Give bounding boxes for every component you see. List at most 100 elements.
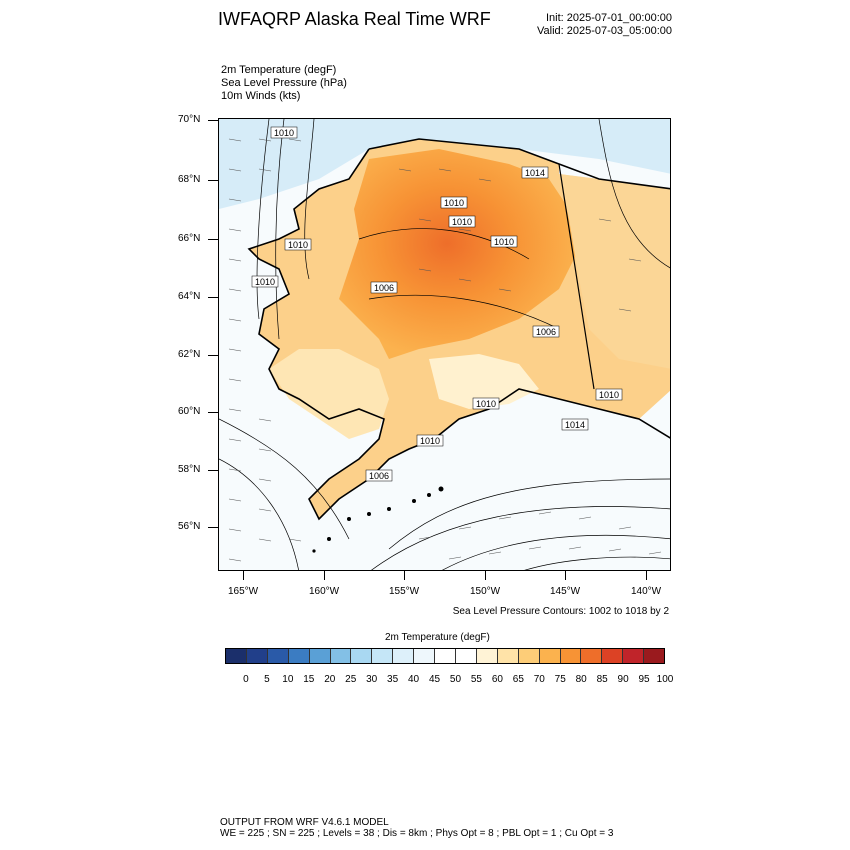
- colorbar-swatch: [602, 649, 624, 663]
- field-pressure: Sea Level Pressure (hPa): [221, 77, 347, 89]
- lon-label-150: 150°W: [470, 586, 501, 597]
- colorbar-swatch: [288, 649, 310, 663]
- colorbar-tick-label: 55: [470, 674, 482, 685]
- lon-label-160: 160°W: [309, 586, 340, 597]
- colorbar-tick-label: 50: [449, 674, 462, 685]
- contour-label-box: [370, 281, 398, 294]
- contour-label-box: [561, 418, 589, 431]
- colorbar-tick-label: 25: [345, 674, 357, 685]
- contour-label: 1006: [374, 283, 394, 293]
- contour-label-box: [521, 166, 549, 179]
- contour-label: 1010: [444, 198, 464, 208]
- colorbar-swatch: [372, 649, 394, 663]
- lat-tick: [208, 355, 218, 356]
- colorbar-tick-label: 35: [387, 674, 399, 685]
- lat-label-66: 66°N: [178, 233, 201, 244]
- lat-label-62: 62°N: [178, 349, 201, 360]
- contour-label-box: [416, 434, 444, 447]
- colorbar-tick-label: 90: [617, 674, 629, 685]
- colorbar-tick-label: 10: [282, 674, 294, 685]
- lat-tick: [208, 412, 218, 413]
- lat-tick: [208, 239, 218, 240]
- lat-tick: [208, 470, 218, 471]
- colorbar-tick-label: 65: [512, 674, 524, 685]
- lon-tick: [485, 571, 486, 580]
- colorbar-swatch: [246, 649, 268, 663]
- colorbar-tick-label: 95: [638, 674, 650, 685]
- colorbar-swatch: [435, 649, 456, 663]
- colorbar-swatch: [267, 649, 289, 663]
- colorbar-tick-label: 30: [366, 674, 378, 685]
- lon-tick: [565, 571, 566, 580]
- init-time: Init: 2025-07-01_00:00:00: [546, 12, 672, 24]
- colorbar-tick-label: 100: [656, 674, 674, 685]
- colorbar-swatch: [623, 649, 645, 663]
- colorbar-tick-label: 45: [428, 674, 441, 685]
- contour-label-group: 1010 1014 1010 1010 1010 1010 1010 1006 …: [251, 126, 623, 482]
- lat-label-64: 64°N: [178, 291, 201, 302]
- field-list: 2m Temperature (degF) Sea Level Pressure…: [221, 64, 347, 103]
- contour-label: 1014: [525, 168, 545, 178]
- contour-label-box: [270, 126, 298, 139]
- colorbar: [225, 648, 665, 664]
- colorbar-tick-label: 85: [596, 674, 608, 685]
- time-info: Init: 2025-07-01_00:00:00 Valid: 2025-07…: [537, 12, 672, 38]
- contour-label: 1010: [274, 128, 294, 138]
- colorbar-tick-label: 60: [491, 674, 503, 685]
- colorbar-tick-label: 40: [408, 674, 420, 685]
- colorbar-swatch: [309, 649, 331, 663]
- colorbar-swatch: [393, 649, 415, 663]
- contour-label: 1010: [599, 390, 619, 400]
- lat-tick: [208, 527, 218, 528]
- lon-tick: [324, 571, 325, 580]
- contours-note: Sea Level Pressure Contours: 1002 to 101…: [452, 606, 669, 617]
- colorbar-swatch: [330, 649, 352, 663]
- lon-label-165: 165°W: [228, 586, 259, 597]
- footer: OUTPUT FROM WRF V4.6.1 MODEL WE = 225 ; …: [220, 817, 613, 839]
- lon-tick: [404, 571, 405, 580]
- lat-tick: [208, 297, 218, 298]
- contour-label-box: [365, 469, 393, 482]
- lat-label-68: 68°N: [178, 174, 201, 185]
- contour-label-box: [448, 215, 476, 228]
- warm-interior: [339, 149, 579, 359]
- lon-tick: [646, 571, 647, 580]
- contour-label-box: [251, 275, 279, 288]
- colorbar-swatch: [497, 649, 519, 663]
- contour-label: 1010: [494, 237, 514, 247]
- contour-label-box: [284, 238, 312, 251]
- lat-tick: [208, 120, 218, 121]
- contour-label: 1010: [452, 217, 472, 227]
- lat-label-58: 58°N: [178, 464, 201, 475]
- page-title: IWFAQRP Alaska Real Time WRF: [218, 9, 491, 29]
- pressure-contours: [219, 119, 670, 570]
- footer-model: OUTPUT FROM WRF V4.6.1 MODEL: [220, 817, 389, 828]
- colorbar-swatch: [518, 649, 540, 663]
- contour-label: 1010: [476, 399, 496, 409]
- contour-label-box: [440, 196, 468, 209]
- colorbar-swatch: [226, 649, 247, 663]
- map-panel: 1010 1014 1010 1010 1010 1010 1010 1006 …: [218, 118, 671, 571]
- contour-label-box: [595, 388, 623, 401]
- lon-label-145: 145°W: [550, 586, 581, 597]
- valid-time: Valid: 2025-07-03_05:00:00: [537, 25, 672, 37]
- lon-tick: [243, 571, 244, 580]
- wind-barbs: [228, 138, 662, 562]
- southwest-mild-region: [269, 349, 389, 439]
- contour-label: 1014: [565, 420, 585, 430]
- southcentral-mild-region: [429, 354, 539, 409]
- colorbar-title: 2m Temperature (degF): [385, 632, 490, 643]
- lon-label-155: 155°W: [389, 586, 420, 597]
- lon-label-140: 140°W: [631, 586, 662, 597]
- lat-label-70: 70°N: [178, 114, 201, 125]
- field-temperature: 2m Temperature (degF): [221, 64, 337, 76]
- colorbar-swatch: [560, 649, 582, 663]
- colorbar-swatch: [644, 649, 665, 663]
- contour-label: 1006: [369, 471, 389, 481]
- colorbar-tick-label: 20: [324, 674, 336, 685]
- colorbar-tick-label: 15: [303, 674, 315, 685]
- colorbar-swatch: [414, 649, 436, 663]
- contour-label-box: [532, 325, 560, 338]
- aleutian-islands: [312, 486, 444, 553]
- international-border: [558, 163, 595, 390]
